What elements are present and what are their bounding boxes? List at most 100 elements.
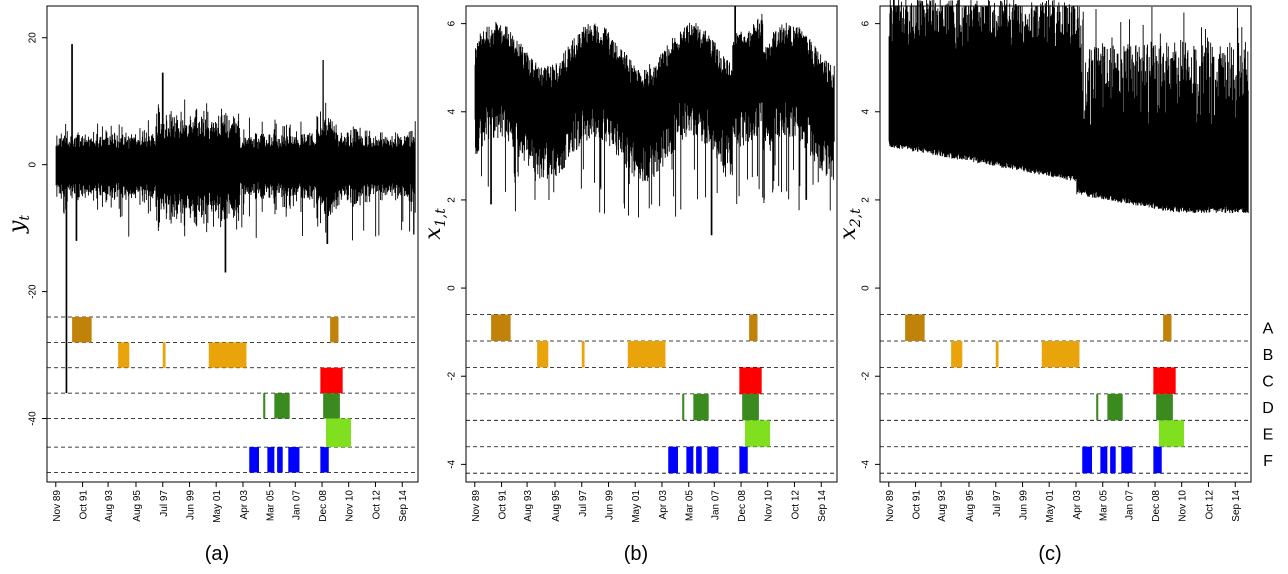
panel-c: 6 4 2 0 -2 -4 Nov 89 Oct 91 Aug 93 Aug 95 Jul 97 Ju…	[836, 0, 1252, 565]
y-axis-label: x2,t	[836, 208, 864, 240]
regime-bar-e	[325, 418, 352, 448]
regime-bar-a	[749, 314, 758, 341]
x-tick-label: Aug 95	[132, 490, 143, 522]
x-tick-label: Sep 14	[1231, 490, 1242, 522]
series-line	[55, 44, 416, 394]
regime-label-a: A	[1263, 321, 1274, 338]
regime-bar-f	[1082, 446, 1092, 474]
y-tick-label: 4	[861, 109, 872, 115]
y-tick-label: -40	[28, 411, 39, 426]
regime-label-d: D	[1262, 400, 1274, 417]
x-tick-label: Jun 99	[186, 490, 197, 520]
regime-bar-f	[1153, 446, 1162, 474]
regime-bar-e	[744, 420, 771, 447]
y-tick-label: 6	[447, 20, 458, 26]
regime-bar-f	[320, 447, 329, 473]
x-tick-label: Aug 93	[937, 490, 948, 522]
regime-bar-f	[668, 446, 678, 474]
x-tick-label: Mar 05	[266, 490, 277, 522]
regime-bar-f	[1110, 446, 1116, 474]
y-axis-label: x1,t	[421, 208, 449, 240]
x-tick-label: Nov 10	[764, 490, 775, 522]
x-tick-label: May 01	[631, 490, 642, 523]
regime-bar-d	[1096, 393, 1099, 421]
series-line	[888, 0, 1249, 214]
regime-bar-a	[72, 316, 92, 343]
panel-a: 20 0 -20 -40 Nov 89 Oct 91 Aug 93 Aug 95 Jul 97 J…	[5, 5, 419, 565]
x-tick-label: Jul 97	[992, 490, 1003, 517]
x-tick-label: Nov 89	[471, 490, 482, 522]
y-axis-label: yt	[5, 215, 33, 234]
regime-label-c: C	[1262, 374, 1274, 391]
regime-bar-d	[263, 393, 266, 419]
y-tick-label: 20	[28, 32, 39, 44]
x-tick-label: Jul 97	[578, 490, 589, 517]
x-tick-label: Jan 07	[1124, 490, 1135, 520]
x-tick-label: Aug 93	[523, 490, 534, 522]
x-tick-label: Apr 03	[1072, 490, 1083, 520]
regime-bar-c	[320, 367, 343, 394]
x-tick-label: May 01	[212, 490, 223, 523]
regime-bar-b	[162, 342, 166, 368]
y-tick-label: 0	[447, 285, 458, 291]
regime-bar-f	[696, 446, 702, 474]
regime-bar-f	[686, 446, 694, 474]
x-tick-label: Oct 12	[790, 490, 801, 520]
regime-bar-f	[249, 447, 259, 473]
x-tick-label: Oct 91	[912, 490, 923, 520]
panel-label: (c)	[1038, 543, 1061, 565]
y-tick-label: -20	[28, 284, 39, 299]
series-line	[474, 6, 835, 236]
y-tick-label: 0	[861, 285, 872, 291]
regime-bar-a	[330, 316, 339, 343]
x-tick-label: Aug 95	[965, 490, 976, 522]
panel-b: 6 4 2 0 -2 -4 Nov 89 Oct 91 Aug 93 Aug 95 Jul 97 Ju…	[421, 5, 838, 565]
regime-bar-a	[905, 314, 925, 341]
x-tick-label: Dec 08	[1151, 490, 1162, 522]
regime-bar-d	[693, 393, 709, 421]
regime-bar-e	[1158, 420, 1185, 447]
x-tick-label: Sep 14	[398, 490, 409, 522]
y-tick-label: 2	[447, 197, 458, 203]
y-tick-label: 6	[861, 20, 872, 26]
x-tick-label: May 01	[1045, 490, 1056, 523]
x-tick-label: Jul 97	[159, 490, 170, 517]
regime-bar-b	[537, 340, 549, 368]
regime-bar-a	[1163, 314, 1172, 341]
regime-bar-f	[739, 446, 748, 474]
regime-bar-b	[208, 342, 247, 368]
regime-bar-d	[1156, 393, 1173, 421]
x-tick-label: Mar 05	[1099, 490, 1110, 522]
regime-bar-d	[682, 393, 685, 421]
regime-bar-f	[288, 447, 300, 473]
y-tick-label: -4	[861, 459, 872, 468]
y-tick-label: -2	[861, 371, 872, 380]
regime-label-f: F	[1263, 453, 1273, 470]
regime-bar-b	[581, 340, 585, 368]
x-tick-label: Apr 03	[658, 490, 669, 520]
y-tick-label: 0	[28, 161, 39, 167]
x-tick-label: Nov 10	[1178, 490, 1189, 522]
regime-bar-d	[1107, 393, 1123, 421]
x-tick-label: Jan 07	[291, 490, 302, 520]
x-tick-label: Jun 99	[1019, 490, 1030, 520]
regime-bar-f	[707, 446, 719, 474]
x-tick-label: Nov 89	[885, 490, 896, 522]
regime-bar-c	[1153, 367, 1176, 394]
x-tick-label: Dec 08	[737, 490, 748, 522]
regime-bar-b	[118, 342, 130, 368]
regime-bar-b	[627, 340, 666, 368]
panel-label: (a)	[205, 543, 229, 565]
regime-label-e: E	[1263, 427, 1274, 444]
x-tick-label: Dec 08	[318, 490, 329, 522]
x-tick-label: Oct 12	[1204, 490, 1215, 520]
x-tick-label: Aug 95	[551, 490, 562, 522]
y-tick-label: 4	[447, 109, 458, 115]
regime-bar-f	[1100, 446, 1108, 474]
x-tick-label: Sep 14	[817, 490, 828, 522]
y-tick-label: 2	[861, 197, 872, 203]
x-tick-label: Jun 99	[605, 490, 616, 520]
regime-bar-f	[277, 447, 283, 473]
